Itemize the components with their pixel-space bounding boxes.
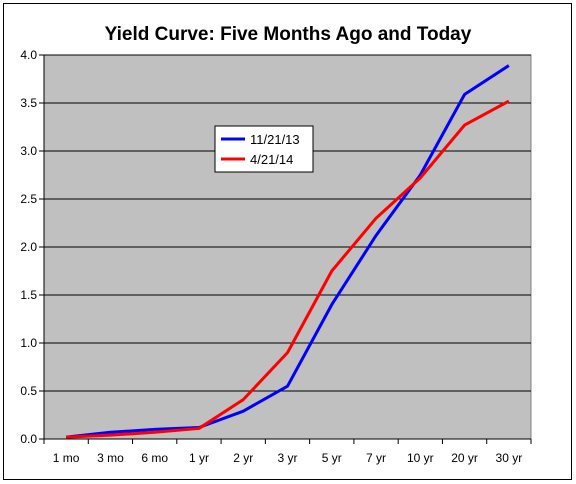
y-tick-label: 0.5 [20,384,37,398]
series-layer [65,64,510,439]
x-tick-label: 20 yr [451,451,478,465]
y-tick-label: 3.5 [20,96,37,110]
x-tick-label: 30 yr [496,451,523,465]
y-tick-label: 1.0 [20,336,37,350]
x-tick-label: 6 mo [141,451,168,465]
y-tick-label: 0.0 [20,432,37,446]
y-tick-label: 2.5 [20,192,37,206]
x-tick-label: 7 yr [366,451,386,465]
y-tick-label: 4.0 [20,48,37,62]
x-tick-label: 10 yr [407,451,434,465]
chart-title: Yield Curve: Five Months Ago and Today [105,24,472,45]
y-tick-label: 2.0 [20,240,37,254]
x-axis: 1 mo 3 mo 6 mo 1 yr 2 yr 3 yr 5 yr 7 yr 10 yr 20 … [43,438,532,465]
gridlines [44,54,531,392]
x-tick-label: 2 yr [233,451,253,465]
x-tick-label: 3 mo [97,451,124,465]
legend-label: 4/21/14 [250,152,293,167]
series-group [66,99,510,439]
y-tick-label: 3.0 [20,144,37,158]
legend: 11/21/13 4/21/14 [214,125,314,173]
y-axis: 0.0 0.5 1.0 1.5 2.0 2.5 3.0 3.5 4.0 [20,48,45,446]
legend-label: 11/21/13 [250,132,300,147]
x-tick-label: 5 yr [322,451,342,465]
x-tick-label: 1 mo [53,451,80,465]
y-tick-label: 1.5 [20,288,37,302]
legend-box [214,125,314,173]
x-tick-label: 3 yr [277,451,297,465]
x-tick-label: 1 yr [189,451,209,465]
